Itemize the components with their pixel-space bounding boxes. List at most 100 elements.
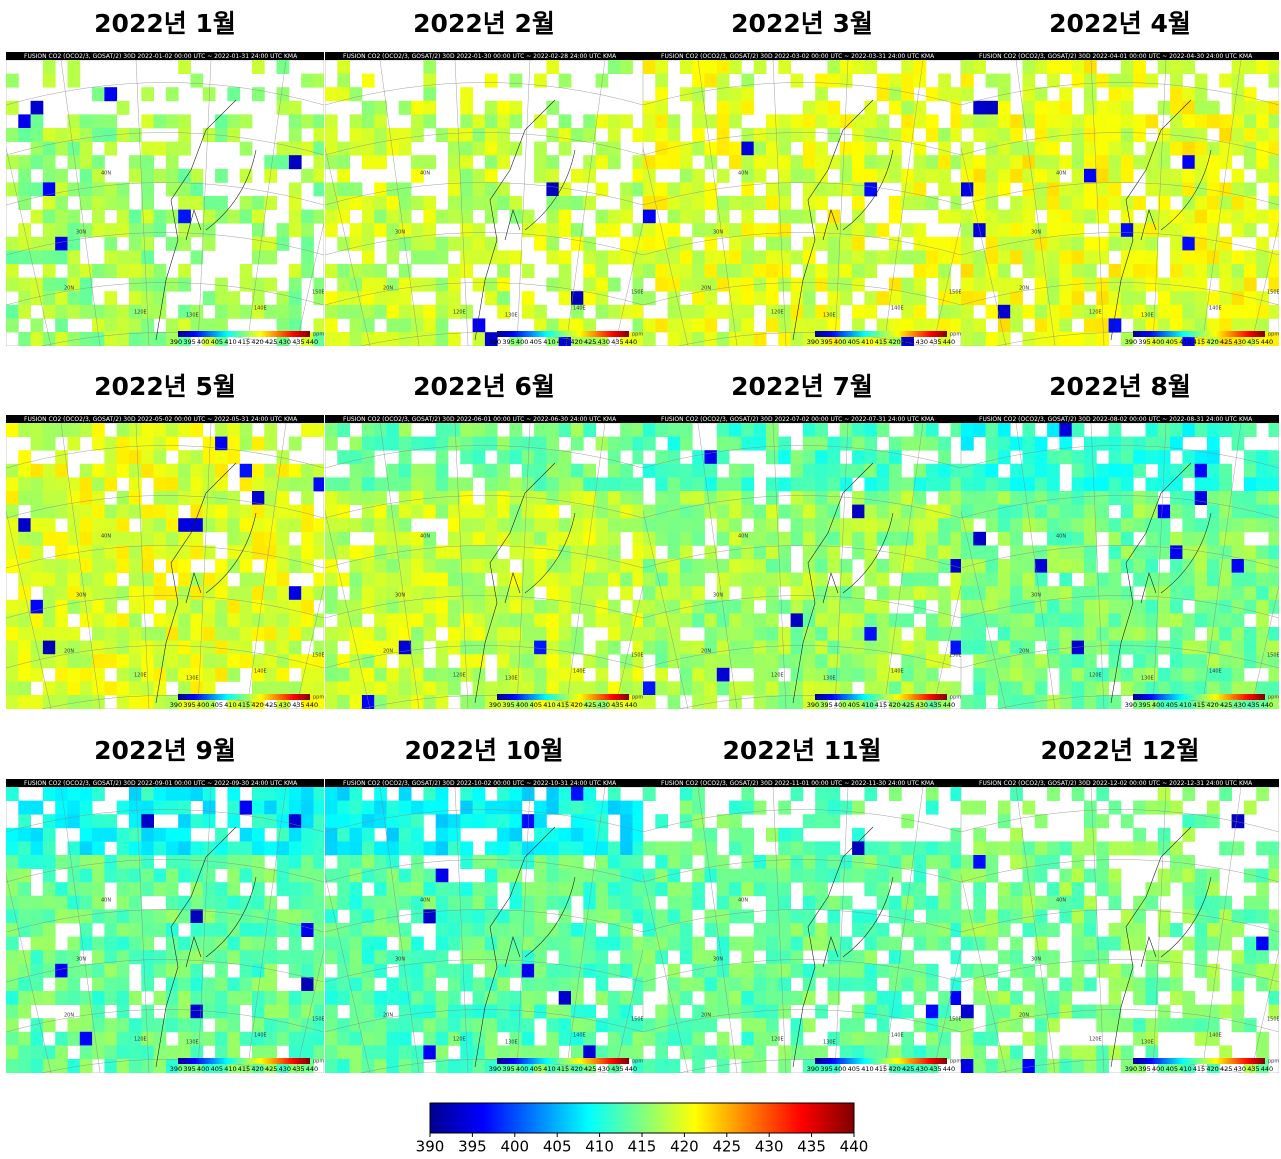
- map-cell: [6, 74, 19, 88]
- map-cell: [692, 681, 705, 695]
- map-cell: [1035, 128, 1048, 142]
- map-cell: [473, 573, 486, 587]
- map-cell: [986, 128, 999, 142]
- mini-colorbar-label: 400: [834, 338, 846, 346]
- mini-colorbar-label: 395: [502, 338, 514, 346]
- map-cell: [889, 450, 902, 464]
- map-cell: [1170, 142, 1183, 156]
- map-cell: [901, 518, 914, 532]
- map-cell: [1059, 518, 1072, 532]
- map-cell: [337, 841, 350, 855]
- map-cell: [423, 559, 436, 573]
- map-cell: [129, 573, 142, 587]
- map-cell: [1244, 654, 1257, 668]
- map-cell: [55, 450, 68, 464]
- map-cell: [117, 681, 130, 695]
- map-cell: [534, 464, 547, 478]
- map-cell: [1109, 155, 1122, 169]
- map-cell: [1182, 305, 1195, 319]
- map-cell: [889, 87, 902, 101]
- map-cell: [448, 613, 461, 627]
- map-cell: [129, 909, 142, 923]
- map-cell: [815, 896, 828, 910]
- map-cell: [692, 950, 705, 964]
- map-cell: [325, 491, 338, 505]
- map-cell: [864, 182, 877, 196]
- map-cell: [620, 855, 633, 869]
- map-cell: [350, 477, 363, 491]
- map-cell: [803, 437, 816, 451]
- map-cell: [729, 505, 742, 519]
- map-cell: [534, 814, 547, 828]
- map-cell: [828, 450, 841, 464]
- map-cell: [55, 627, 68, 641]
- map-cell: [1182, 505, 1195, 519]
- map-cell: [1207, 291, 1220, 305]
- map-cell: [277, 613, 290, 627]
- map-cell: [497, 641, 510, 655]
- map-cell: [1170, 60, 1183, 74]
- map-cell: [1059, 681, 1072, 695]
- map-cell: [778, 882, 791, 896]
- map-cell: [1010, 237, 1023, 251]
- map-cell: [277, 464, 290, 478]
- map-cell: [264, 532, 277, 546]
- map-cell: [314, 923, 327, 937]
- map-cell: [668, 855, 681, 869]
- map-cell: [411, 278, 424, 292]
- map-cell: [129, 1059, 142, 1073]
- map-cell: [387, 291, 400, 305]
- map-cell: [692, 937, 705, 951]
- map-cell: [1059, 264, 1072, 278]
- map-cell: [31, 332, 44, 346]
- map-cell: [1269, 681, 1281, 695]
- mini-colorbar-label: 400: [197, 701, 209, 709]
- map-cell: [1096, 169, 1109, 183]
- map-cell: [117, 505, 130, 519]
- map-cell: [314, 909, 327, 923]
- map-cell: [178, 964, 191, 978]
- map-cell: [178, 787, 191, 801]
- map-cell: [546, 423, 559, 437]
- map-cell: [778, 332, 791, 346]
- map-cell: [692, 477, 705, 491]
- map-cell: [938, 937, 951, 951]
- map-cell: [1121, 74, 1134, 88]
- map-cell: [1109, 196, 1122, 210]
- map-cell: [1158, 573, 1171, 587]
- map-cell: [154, 210, 167, 224]
- map-cell: [215, 668, 228, 682]
- map-cell: [791, 787, 804, 801]
- map-cell: [141, 237, 154, 251]
- map-cell: [522, 1018, 535, 1032]
- map-cell: [914, 573, 927, 587]
- mini-colorbar-label: 390: [807, 701, 819, 709]
- mini-colorbar-label: 405: [848, 338, 860, 346]
- map-cell: [387, 977, 400, 991]
- map-cell: [80, 545, 93, 559]
- mini-colorbar-label: 425: [1220, 338, 1232, 346]
- map-cell: [31, 801, 44, 815]
- map-cell: [129, 223, 142, 237]
- map-cell: [643, 613, 656, 627]
- map-cell: [314, 964, 327, 978]
- map-cell: [1133, 223, 1146, 237]
- map-cell: [803, 491, 816, 505]
- map-cell: [191, 654, 204, 668]
- map-cell: [1133, 291, 1146, 305]
- map-cell: [852, 977, 865, 991]
- map-cell: [497, 828, 510, 842]
- map-cell: [1170, 182, 1183, 196]
- map-cell: [55, 964, 68, 978]
- map-cell: [31, 573, 44, 587]
- map-cell: [399, 814, 412, 828]
- map-cell: [1269, 155, 1281, 169]
- map-cell: [43, 814, 56, 828]
- map-cell: [68, 250, 81, 264]
- map-cell: [264, 964, 277, 978]
- map-cell: [178, 559, 191, 573]
- map-cell: [803, 291, 816, 305]
- map-cell: [596, 210, 609, 224]
- map-cell: [191, 869, 204, 883]
- map-cell: [215, 291, 228, 305]
